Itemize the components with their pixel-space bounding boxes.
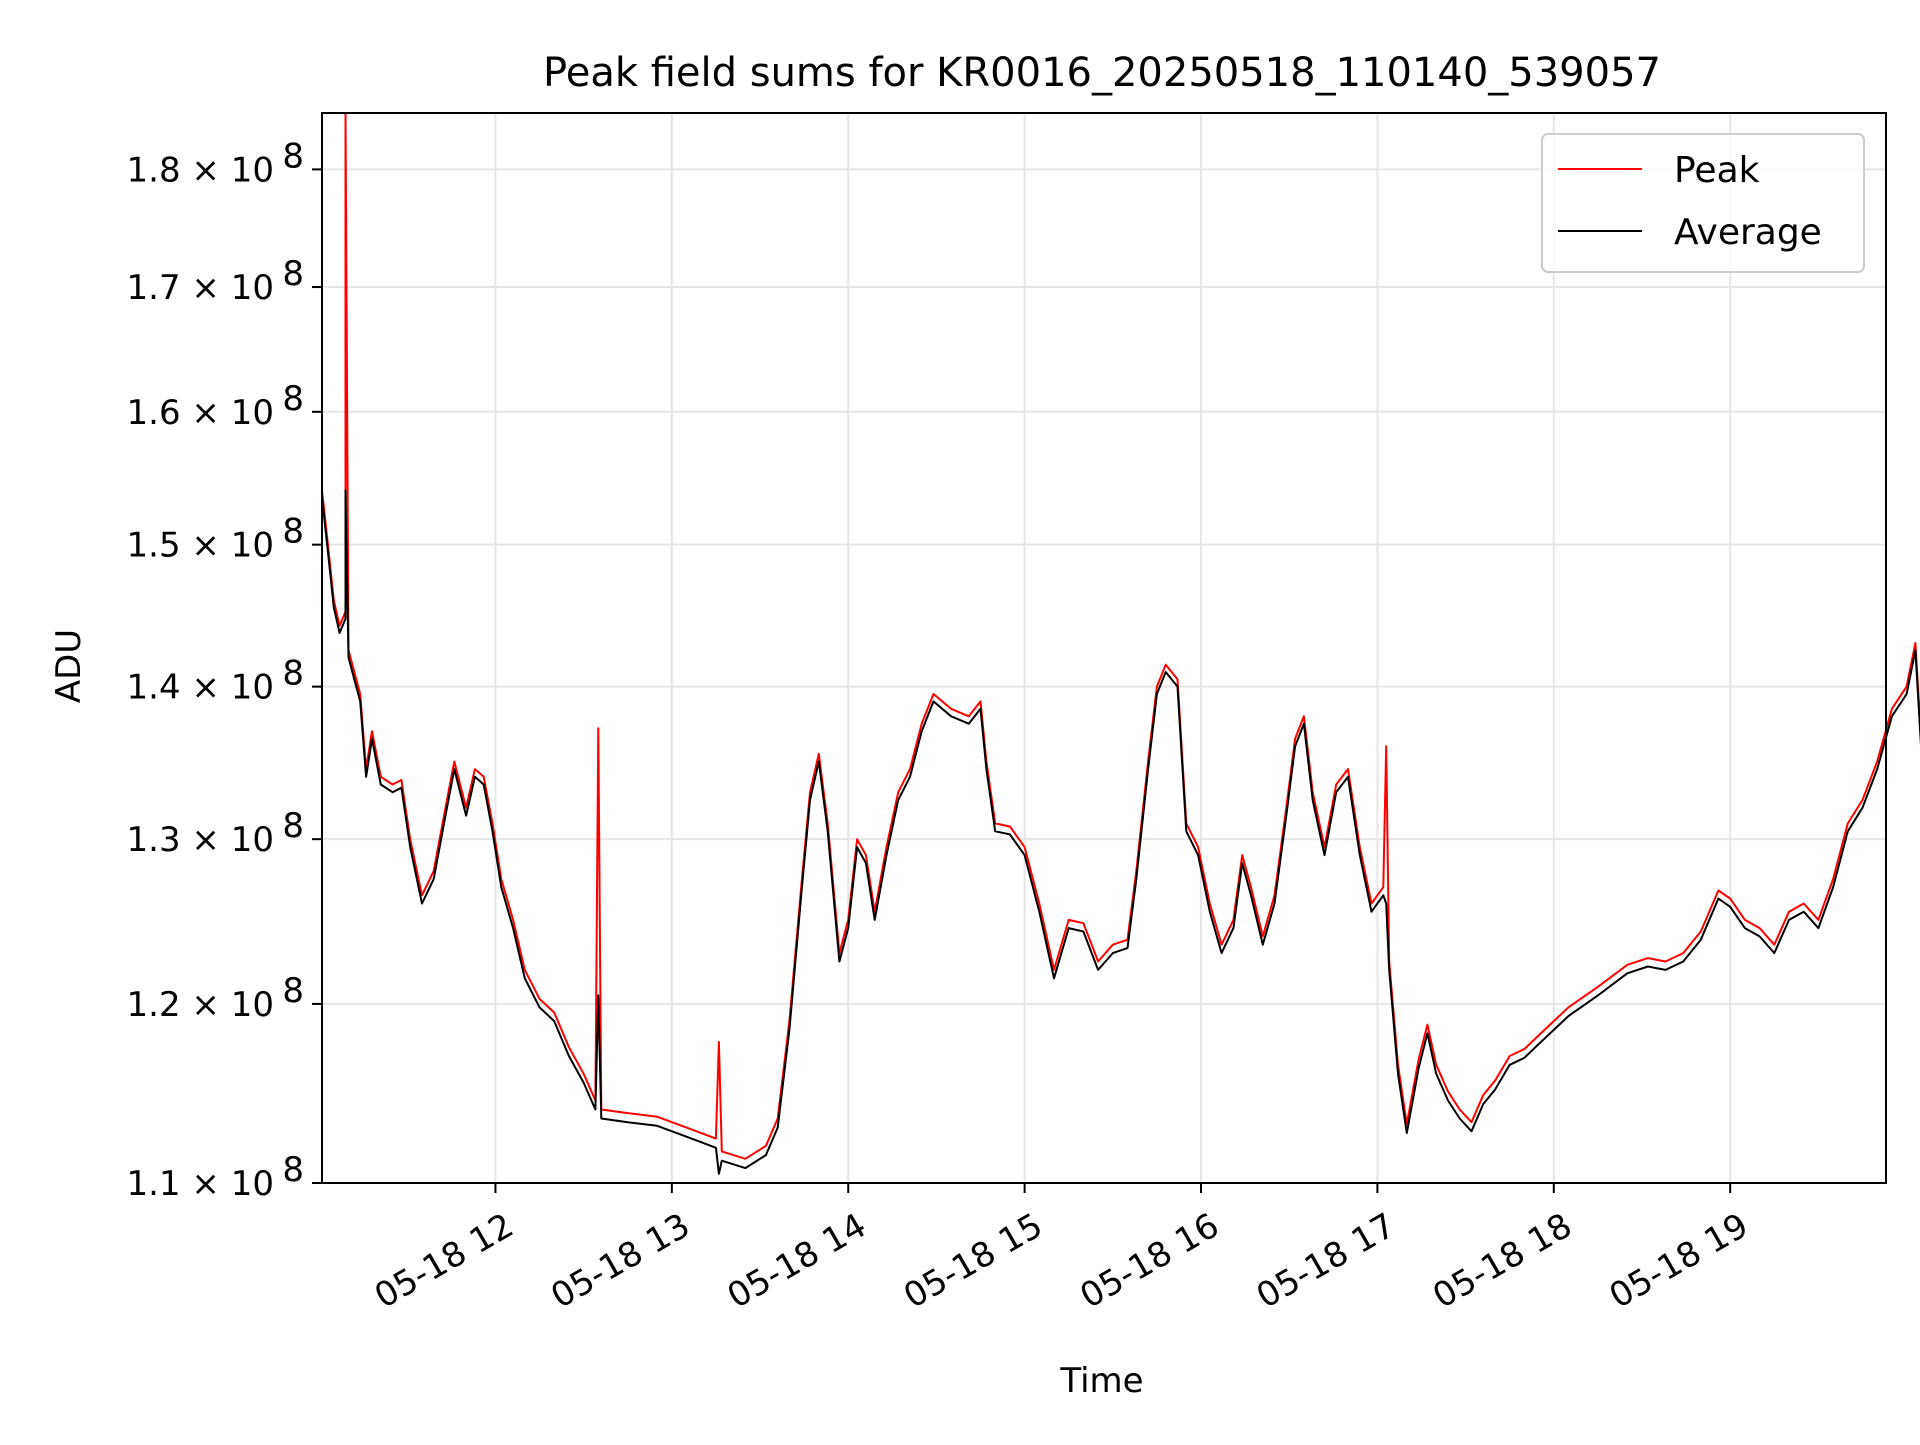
y-tick-exponent: 8 — [282, 654, 304, 694]
chart-title: Peak field sums for KR0016_20250518_1101… — [543, 50, 1661, 96]
y-tick-label: 81.6 × 10 — [127, 379, 304, 433]
y-axis-label: ADU — [49, 629, 89, 703]
y-tick-label: 81.4 × 10 — [127, 654, 304, 708]
legend: Peak Average — [1541, 133, 1865, 273]
y-tick-label: 81.8 × 10 — [127, 136, 304, 190]
y-tick-exponent: 8 — [282, 971, 304, 1011]
y-tick-exponent: 8 — [282, 136, 304, 176]
y-tick-label: 81.2 × 10 — [127, 971, 304, 1025]
legend-label-average: Average — [1674, 212, 1822, 253]
y-tick-exponent: 8 — [282, 1150, 304, 1190]
y-tick-exponent: 8 — [282, 379, 304, 419]
y-tick-label: 81.3 × 10 — [127, 806, 304, 860]
y-tick-exponent: 8 — [282, 806, 304, 846]
y-tick-label: 81.1 × 10 — [127, 1150, 304, 1204]
y-tick-label: 81.5 × 10 — [127, 512, 304, 566]
y-tick-mantissa: 1.3 × 10 — [127, 820, 274, 860]
x-axis-label: Time — [1059, 1361, 1143, 1401]
y-tick-mantissa: 1.6 × 10 — [127, 393, 274, 433]
y-tick-mantissa: 1.8 × 10 — [127, 150, 274, 190]
legend-label-peak: Peak — [1674, 150, 1760, 191]
y-tick-label: 81.7 × 10 — [127, 254, 304, 308]
series-layer — [321, 112, 1920, 1175]
y-tick-exponent: 8 — [282, 254, 304, 294]
y-tick-exponent: 8 — [282, 512, 304, 552]
series-line-average — [321, 489, 1920, 1175]
y-tick-mantissa: 1.7 × 10 — [127, 268, 274, 308]
y-tick-mantissa: 1.4 × 10 — [127, 668, 274, 708]
plot-frame — [321, 112, 1887, 1184]
y-tick-mantissa: 1.5 × 10 — [127, 526, 274, 566]
y-tick-mantissa: 1.1 × 10 — [127, 1164, 274, 1204]
y-tick-mantissa: 1.2 × 10 — [127, 985, 274, 1025]
